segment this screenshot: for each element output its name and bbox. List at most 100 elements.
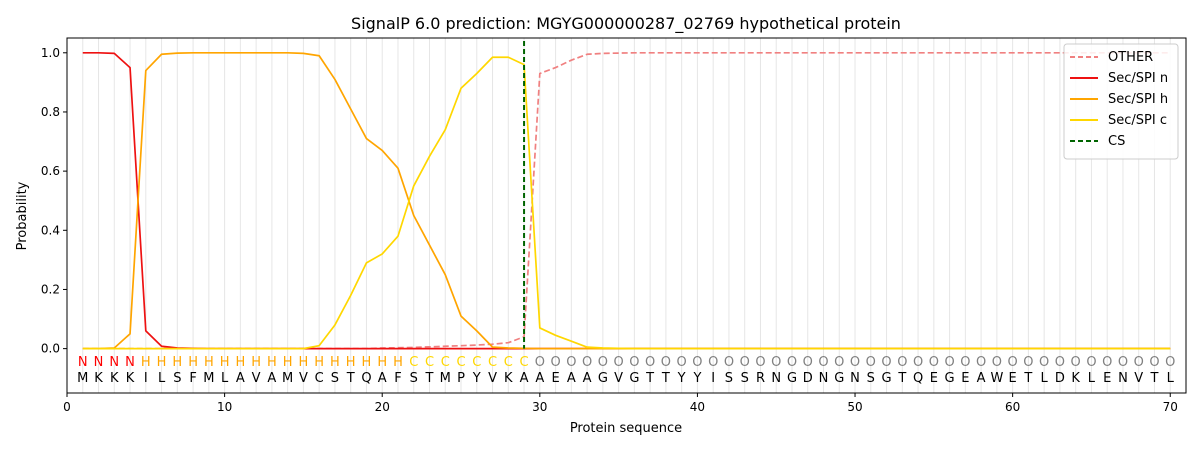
region-label: O — [566, 355, 576, 370]
region-label: O — [692, 355, 702, 370]
residue-letter: A — [977, 371, 986, 386]
region-label: H — [188, 355, 198, 370]
residue-letter: M — [77, 371, 88, 386]
y-tick-label: 0.8 — [41, 105, 60, 119]
residue-letter: S — [410, 371, 418, 386]
region-label: O — [960, 355, 970, 370]
region-label: O — [1149, 355, 1159, 370]
region-label: O — [850, 355, 860, 370]
residue-letter: T — [346, 371, 355, 386]
residue-letter: E — [1009, 371, 1017, 386]
region-label: O — [614, 355, 624, 370]
residue-letter: I — [711, 371, 715, 386]
region-label: H — [157, 355, 167, 370]
region-label: N — [109, 355, 119, 370]
y-axis-label: Probability — [15, 181, 30, 250]
residue-letter: G — [945, 371, 955, 386]
residue-letter: R — [756, 371, 765, 386]
residue-letter: S — [741, 371, 749, 386]
axes-frame — [66, 37, 1187, 394]
legend-label: Sec/SPI n — [1108, 71, 1168, 86]
region-label: O — [834, 355, 844, 370]
region-label: C — [520, 355, 529, 370]
residue-letter: Q — [361, 371, 371, 386]
y-tick-label: 0.4 — [41, 223, 60, 237]
region-label: O — [1102, 355, 1112, 370]
residue-letter: L — [158, 371, 166, 386]
y-tick-label: 1.0 — [41, 46, 60, 60]
residue-letter: I — [144, 371, 148, 386]
y-tick-label: 0.2 — [41, 282, 60, 296]
region-label: O — [645, 355, 655, 370]
region-label: O — [1086, 355, 1096, 370]
legend-label: Sec/SPI h — [1108, 92, 1168, 107]
residue-letter: A — [520, 371, 529, 386]
x-tick-label: 50 — [847, 400, 862, 414]
region-label: C — [409, 355, 418, 370]
residue-letter: S — [725, 371, 733, 386]
residue-letter: S — [331, 371, 339, 386]
region-label: C — [425, 355, 434, 370]
residue-letter: G — [787, 371, 797, 386]
legend-label: OTHER — [1108, 50, 1153, 65]
region-label: O — [1008, 355, 1018, 370]
residue-letter: V — [1134, 371, 1143, 386]
residue-letter: A — [535, 371, 544, 386]
residue-letter: K — [126, 371, 135, 386]
region-label: H — [283, 355, 293, 370]
region-label: O — [629, 355, 639, 370]
residue-letter: Y — [677, 371, 686, 386]
y-tick-label: 0.6 — [41, 164, 60, 178]
region-label: O — [866, 355, 876, 370]
residue-letter: V — [488, 371, 497, 386]
region-label: O — [1023, 355, 1033, 370]
residue-letter: V — [614, 371, 623, 386]
residue-letter: T — [897, 371, 906, 386]
region-label: O — [1039, 355, 1049, 370]
residue-letter: A — [236, 371, 245, 386]
region-label: O — [708, 355, 718, 370]
residue-letter: T — [425, 371, 434, 386]
residue-letter: T — [1023, 371, 1032, 386]
legend-box — [1063, 43, 1179, 160]
region-label: C — [472, 355, 481, 370]
residue-letter: T — [645, 371, 654, 386]
region-label: O — [582, 355, 592, 370]
legend-label: Sec/SPI c — [1108, 113, 1167, 128]
residue-letter: N — [1118, 371, 1128, 386]
x-tick-label: 70 — [1163, 400, 1178, 414]
region-label: O — [661, 355, 671, 370]
residue-letter: A — [378, 371, 387, 386]
region-label: H — [330, 355, 340, 370]
residue-letter: K — [94, 371, 103, 386]
residue-letter: N — [819, 371, 829, 386]
region-label: O — [550, 355, 560, 370]
residue-letter: V — [252, 371, 261, 386]
residue-letter: L — [1041, 371, 1049, 386]
region-label: O — [976, 355, 986, 370]
region-label: C — [488, 355, 497, 370]
residue-letter: A — [567, 371, 576, 386]
region-label: C — [504, 355, 513, 370]
region-label: O — [913, 355, 923, 370]
region-label: H — [204, 355, 214, 370]
residue-letter: C — [315, 371, 324, 386]
region-label: O — [1055, 355, 1065, 370]
region-label: O — [803, 355, 813, 370]
region-label: H — [251, 355, 261, 370]
residue-letter: D — [1055, 371, 1065, 386]
residue-letter: K — [1071, 371, 1080, 386]
x-tick-label: 60 — [1005, 400, 1020, 414]
region-label: O — [755, 355, 765, 370]
y-tick-label: 0.0 — [41, 342, 60, 356]
region-label: C — [441, 355, 450, 370]
residue-letter: N — [850, 371, 860, 386]
residue-letter: Y — [692, 371, 701, 386]
region-label: H — [377, 355, 387, 370]
residue-letter: L — [1088, 371, 1096, 386]
residue-letter: T — [1150, 371, 1159, 386]
region-label: H — [235, 355, 245, 370]
x-tick-label: 20 — [375, 400, 390, 414]
region-label: H — [346, 355, 356, 370]
residue-letter: S — [173, 371, 181, 386]
